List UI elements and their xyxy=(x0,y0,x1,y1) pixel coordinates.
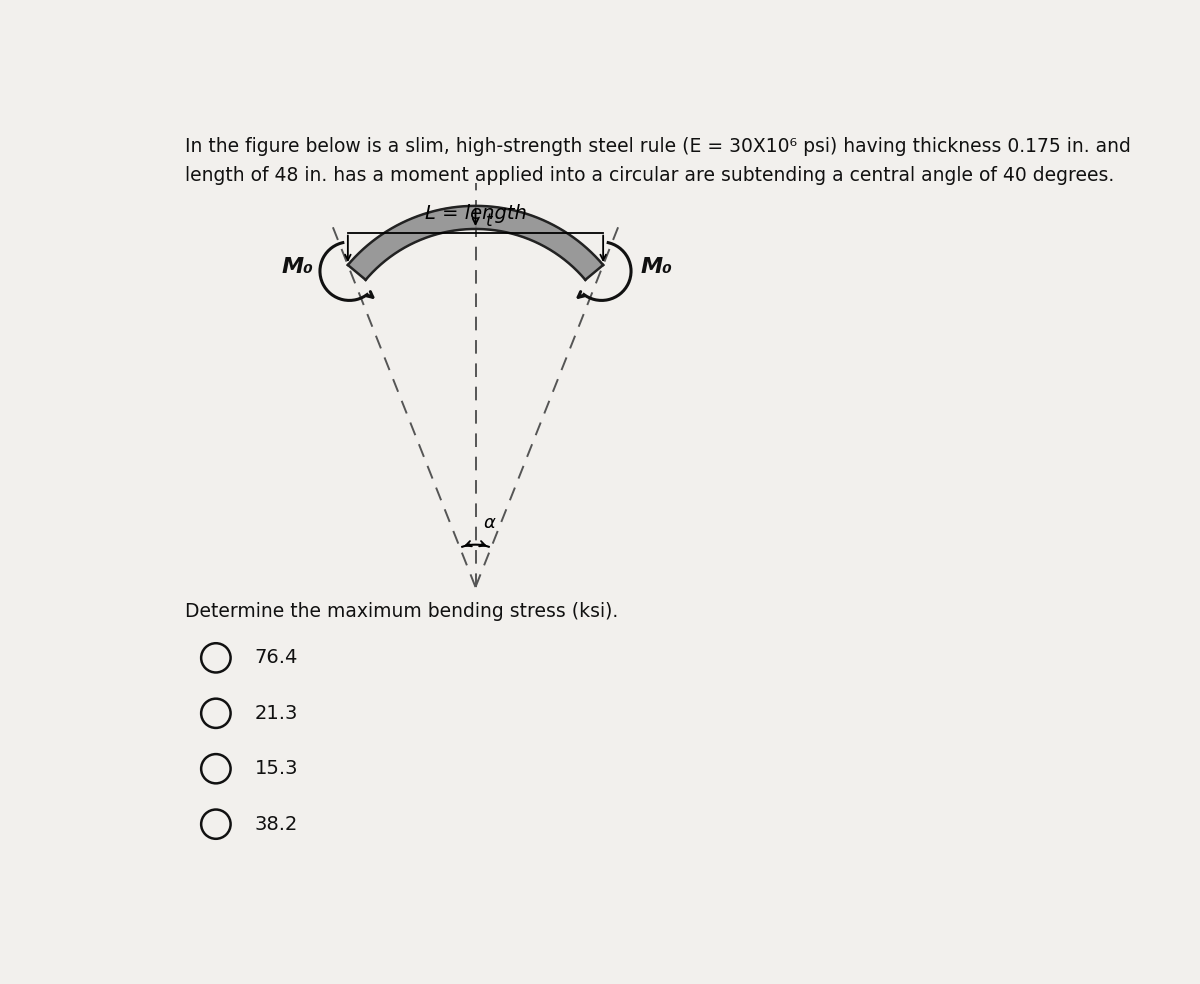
Text: L = length: L = length xyxy=(425,205,527,223)
Text: M₀: M₀ xyxy=(281,257,313,277)
Text: 38.2: 38.2 xyxy=(254,815,298,833)
Text: 76.4: 76.4 xyxy=(254,648,298,667)
Text: 15.3: 15.3 xyxy=(254,760,298,778)
Text: t: t xyxy=(486,213,492,230)
Text: 21.3: 21.3 xyxy=(254,704,298,723)
Text: M₀: M₀ xyxy=(641,257,672,277)
Text: Determine the maximum bending stress (ksi).: Determine the maximum bending stress (ks… xyxy=(185,602,618,622)
Text: length of 48 in. has a moment applied into a circular are subtending a central a: length of 48 in. has a moment applied in… xyxy=(185,166,1114,185)
Polygon shape xyxy=(348,206,604,279)
Text: α: α xyxy=(484,514,496,532)
Text: In the figure below is a slim, high-strength steel rule (E = 30X10⁶ psi) having : In the figure below is a slim, high-stre… xyxy=(185,137,1130,155)
